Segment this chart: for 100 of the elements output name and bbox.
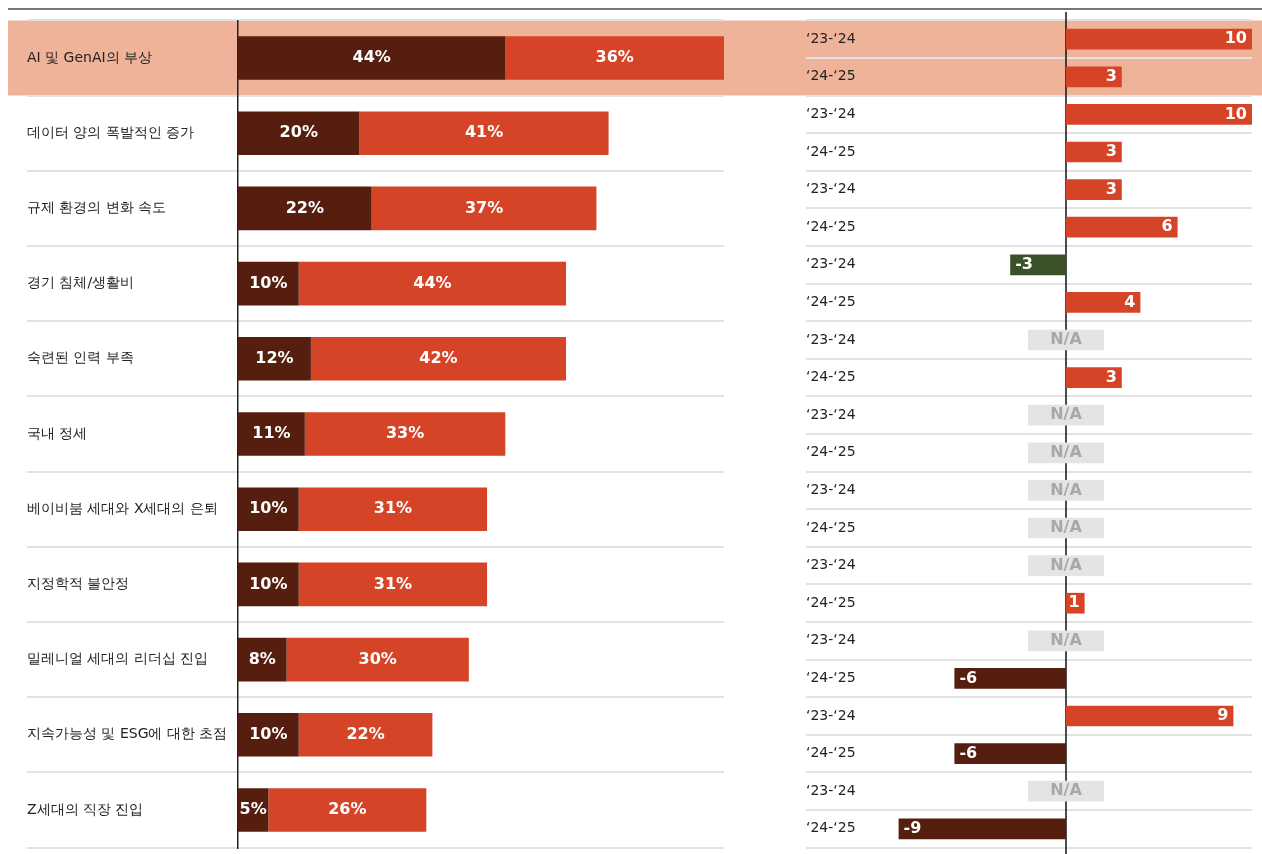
data-label: 10% xyxy=(249,573,288,593)
y-tick-label: ‘24-‘25 xyxy=(806,593,856,610)
y-tick-label: ‘23-‘24 xyxy=(806,330,856,347)
y-tick-label: 데이터 양의 폭발적인 증가 xyxy=(27,123,195,140)
text: N/A xyxy=(1050,329,1082,349)
bar xyxy=(1066,179,1122,200)
bar xyxy=(954,743,1066,764)
data-label: 33% xyxy=(385,423,425,443)
bar xyxy=(298,487,488,532)
data-label: 31% xyxy=(373,498,413,518)
data-label: 12% xyxy=(255,347,294,367)
y-tick-label: ‘23-‘24 xyxy=(806,481,856,498)
text: N/A xyxy=(1050,441,1082,461)
bar xyxy=(298,261,567,306)
data-label: 3 xyxy=(1105,178,1117,198)
bar xyxy=(505,36,724,80)
y-tick-label: ‘23-‘24 xyxy=(806,255,856,272)
y-tick-label: 경기 침체/생활비 xyxy=(27,274,135,291)
y-tick-label: ‘23-‘24 xyxy=(806,556,856,573)
y-tick-label: ‘24-‘25 xyxy=(806,744,856,761)
bar xyxy=(1066,104,1252,125)
data-label: 3 xyxy=(1105,141,1117,161)
y-tick-label: ‘24-‘25 xyxy=(806,819,856,836)
y-tick-label: ‘23-‘24 xyxy=(806,706,856,723)
text: N/A xyxy=(1050,780,1082,800)
bar xyxy=(1066,66,1122,88)
bar xyxy=(954,668,1066,689)
bar xyxy=(238,412,305,456)
bar xyxy=(1066,28,1252,50)
data-label: 22% xyxy=(346,723,385,743)
bar xyxy=(238,487,299,532)
bar xyxy=(238,186,372,231)
y-tick-label: ‘24-‘25 xyxy=(806,217,856,234)
bar xyxy=(1066,292,1141,313)
bar xyxy=(238,712,299,757)
data-label: 10% xyxy=(249,272,288,292)
y-tick-label: 규제 환경의 변화 속도 xyxy=(27,199,167,216)
y-tick-label: 베이비붐 세대와 X세대의 은퇴 xyxy=(27,499,218,516)
data-label: -6 xyxy=(959,667,978,687)
data-label: 30% xyxy=(358,648,397,668)
data-label: 10 xyxy=(1224,28,1247,48)
data-label: 22% xyxy=(285,197,324,217)
data-label: 44% xyxy=(413,272,452,292)
data-label: 5% xyxy=(239,799,267,819)
data-label: 3 xyxy=(1105,366,1117,386)
y-tick-label: AI 및 GenAI의 부상 xyxy=(27,48,153,65)
data-label: 31% xyxy=(373,573,413,593)
bar xyxy=(310,336,567,381)
bar xyxy=(359,111,609,156)
bar xyxy=(268,788,427,832)
bar xyxy=(1066,367,1122,388)
data-label: 3 xyxy=(1105,65,1117,85)
y-tick-label: 밀레니얼 세대의 리더십 진입 xyxy=(27,650,209,667)
bar xyxy=(1066,705,1234,727)
data-label: 44% xyxy=(352,47,391,67)
bar xyxy=(1010,254,1066,276)
data-label: 20% xyxy=(279,122,318,142)
data-label: 10 xyxy=(1224,103,1247,123)
bar xyxy=(1066,216,1178,238)
y-tick-label: ‘24-‘25 xyxy=(806,142,856,159)
data-label: 36% xyxy=(595,47,634,67)
data-label: -6 xyxy=(959,742,978,762)
y-tick-label: ‘23-‘24 xyxy=(806,105,856,122)
y-tick-label: ‘23-‘24 xyxy=(806,405,856,422)
data-label: 9 xyxy=(1217,705,1229,725)
text: N/A xyxy=(1050,517,1082,537)
y-tick-label: ‘24-‘25 xyxy=(806,443,856,460)
bar xyxy=(238,36,506,80)
data-label: -9 xyxy=(903,817,922,837)
y-tick-label: ‘24-‘25 xyxy=(806,293,856,310)
y-tick-label: ‘23-‘24 xyxy=(806,29,856,46)
text: N/A xyxy=(1050,479,1082,499)
bar xyxy=(298,562,488,607)
bar xyxy=(898,818,1066,840)
data-label: 10% xyxy=(249,498,288,518)
data-label: 26% xyxy=(328,799,367,819)
y-tick-label: 숙련된 인력 부족 xyxy=(27,349,134,366)
y-tick-label: 지속가능성 및 ESG에 대한 초점 xyxy=(27,725,228,742)
data-label: 41% xyxy=(464,122,504,142)
bar xyxy=(238,111,360,156)
data-label: 4 xyxy=(1124,291,1136,311)
text: N/A xyxy=(1050,629,1082,649)
data-label: 42% xyxy=(419,347,458,367)
data-label: 11% xyxy=(252,423,291,443)
data-label: 1 xyxy=(1068,592,1080,612)
y-tick-label: 지정학적 불안정 xyxy=(27,575,130,592)
text: N/A xyxy=(1050,404,1082,424)
bar xyxy=(286,637,469,682)
y-tick-label: Z세대의 직장 진입 xyxy=(27,800,144,817)
bar xyxy=(238,336,311,381)
y-tick-label: ‘24-‘25 xyxy=(806,518,856,535)
bar xyxy=(371,186,597,231)
y-tick-label: ‘23-‘24 xyxy=(806,631,856,648)
y-tick-label: ‘24-‘25 xyxy=(806,67,856,84)
bar xyxy=(304,412,506,456)
data-label: 8% xyxy=(248,648,276,668)
y-tick-label: ‘23-‘24 xyxy=(806,781,856,798)
text: N/A xyxy=(1050,554,1082,574)
y-tick-label: ‘24-‘25 xyxy=(806,669,856,686)
data-label: 6 xyxy=(1161,216,1173,236)
